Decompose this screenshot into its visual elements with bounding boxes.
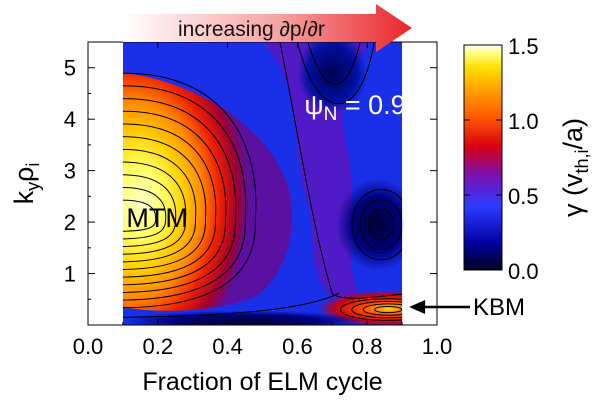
y-axis-label: kyρi bbox=[9, 163, 43, 205]
y-tick-label: 1 bbox=[64, 262, 76, 287]
contour-line bbox=[359, 199, 403, 251]
contour-line bbox=[122, 187, 167, 240]
contour-line bbox=[122, 161, 187, 255]
psi-annotation-sub: N bbox=[324, 104, 338, 125]
contour-line bbox=[351, 189, 403, 261]
heatmap-mtm-region bbox=[122, 72, 292, 311]
contour-line bbox=[122, 148, 197, 263]
kbm-arrow-head bbox=[409, 299, 426, 314]
contour-line bbox=[122, 98, 237, 293]
growth-rate-heatmap bbox=[122, 42, 403, 325]
psi-annotation-rest: = 0.96 bbox=[337, 90, 420, 120]
colorbar-gradient bbox=[463, 44, 503, 271]
banner-text: increasing ∂p/∂r bbox=[178, 18, 325, 41]
colorbar: 0.0 0.5 1.0 1.5 γ (vth,i/a) bbox=[463, 34, 592, 284]
x-tick-label: 0.0 bbox=[73, 334, 104, 359]
y-tick-label: 2 bbox=[64, 210, 76, 235]
heatmap-low-growth-region-upper bbox=[297, 42, 368, 115]
contour-line bbox=[362, 303, 403, 316]
contour-line bbox=[122, 85, 247, 301]
kbm-annotation: KBM bbox=[409, 294, 525, 321]
colorbar-label: γ (vth,i/a) bbox=[558, 118, 592, 217]
colorbar-ticks: 0.0 0.5 1.0 1.5 bbox=[464, 34, 539, 284]
contour-line bbox=[122, 199, 157, 232]
y-tick-label: 3 bbox=[64, 159, 76, 184]
contour-line bbox=[351, 300, 403, 319]
contour-line bbox=[340, 298, 403, 321]
x-tick-label: 0.2 bbox=[143, 334, 174, 359]
psi-annotation-base: ψ bbox=[304, 90, 323, 120]
contour-line bbox=[122, 136, 207, 270]
colorbar-label-close: /a) bbox=[558, 118, 588, 150]
contour-line bbox=[122, 72, 257, 309]
contour-line bbox=[368, 209, 395, 241]
contour-line bbox=[307, 42, 361, 85]
contour-line bbox=[374, 305, 403, 314]
colorbar-tick-label: 1.5 bbox=[508, 34, 539, 59]
colorbar-label-sub: th,i bbox=[572, 150, 592, 174]
contour-line bbox=[122, 292, 340, 318]
banner-arrow bbox=[123, 4, 412, 52]
plot-axes: 0.0 0.2 0.4 0.6 0.8 1.0 1 2 3 4 5 bbox=[64, 41, 453, 359]
contour-line bbox=[279, 42, 403, 299]
kbm-region-label: KBM bbox=[473, 294, 525, 321]
contour-line bbox=[122, 123, 217, 278]
x-axis-label: Fraction of ELM cycle bbox=[142, 368, 382, 396]
increasing-gradient-banner: increasing ∂p/∂r bbox=[123, 4, 412, 52]
colorbar-label-gamma: γ bbox=[558, 203, 588, 217]
x-ticks: 0.0 0.2 0.4 0.6 0.8 1.0 bbox=[73, 42, 453, 359]
y-tick-label: 5 bbox=[64, 56, 76, 81]
heatmap-low-growth-region bbox=[335, 178, 403, 271]
y-axis-label-sub-i: i bbox=[23, 163, 43, 167]
x-tick-label: 1.0 bbox=[422, 334, 453, 359]
y-axis-label-base: k bbox=[9, 190, 39, 204]
colorbar-tick-label: 0.0 bbox=[508, 259, 539, 284]
y-ticks: 1 2 3 4 5 bbox=[64, 56, 437, 300]
contour-line bbox=[296, 42, 375, 104]
mtm-region-label: MTM bbox=[126, 203, 187, 233]
colorbar-label-open: (v bbox=[558, 173, 588, 203]
colorbar-tick-label: 1.0 bbox=[508, 109, 539, 134]
x-tick-label: 0.8 bbox=[352, 334, 383, 359]
contour-lines bbox=[122, 42, 403, 321]
y-tick-label: 4 bbox=[64, 107, 76, 132]
colorbar-tick-label: 0.5 bbox=[508, 184, 539, 209]
y-axis-label-rho: ρ bbox=[9, 167, 39, 182]
contour-line bbox=[122, 174, 177, 247]
psi-annotation: ψN = 0.96 bbox=[304, 90, 420, 125]
x-tick-label: 0.4 bbox=[212, 334, 243, 359]
heatmap-low-growth-region-bottom bbox=[122, 310, 368, 325]
x-tick-label: 0.6 bbox=[282, 334, 313, 359]
contour-line bbox=[122, 110, 227, 286]
y-axis-label-sub-y: y bbox=[23, 182, 43, 191]
